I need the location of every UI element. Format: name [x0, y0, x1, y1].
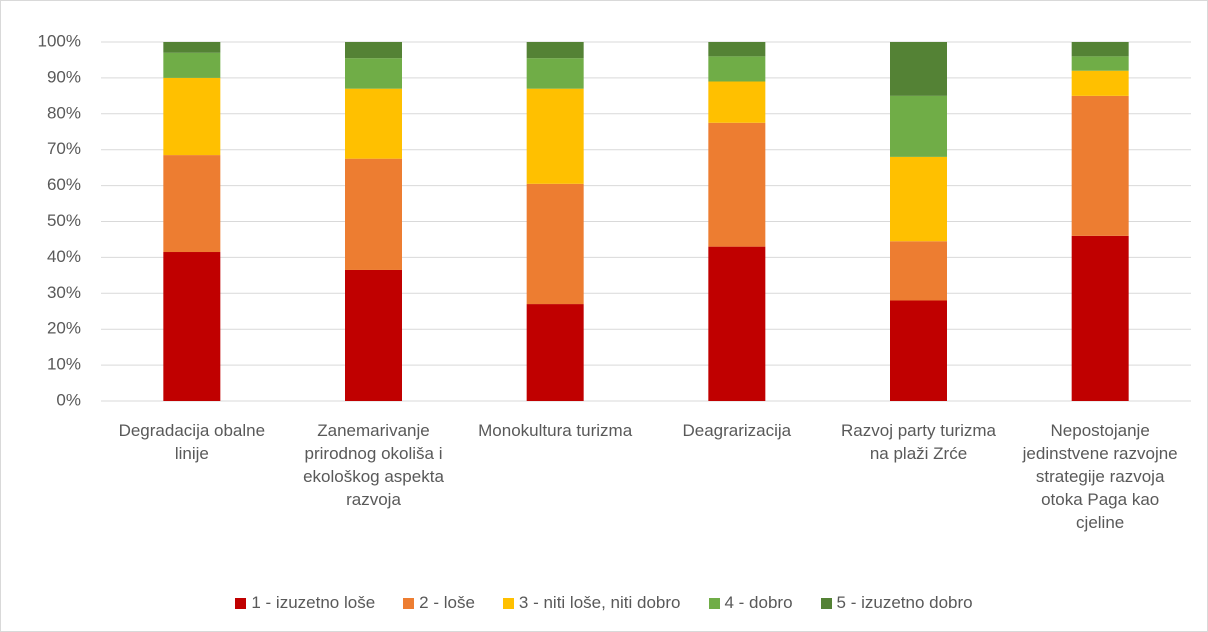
bar-segment	[1071, 56, 1129, 71]
x-tick-label: Razvoj party turizma na plaži Zrće	[841, 421, 996, 463]
legend-swatch	[708, 597, 720, 609]
y-tick-label: 100%	[38, 31, 81, 50]
bar-segment	[526, 58, 584, 89]
bar-segment	[345, 88, 402, 159]
x-tick-label: Degradacija obalne linije	[118, 421, 266, 463]
bar-segment	[890, 42, 947, 96]
legend-swatch	[235, 597, 247, 609]
bar-segment	[526, 183, 584, 305]
bar-segment	[708, 122, 766, 247]
bar-segment	[1071, 70, 1129, 96]
y-tick-label: 0%	[56, 390, 81, 409]
bar-segment	[163, 77, 221, 156]
y-tick-label: 90%	[47, 67, 81, 86]
x-tick-label: Nepostojanje jedinstvene razvojne strate…	[1022, 421, 1178, 532]
y-tick-label: 20%	[47, 319, 81, 338]
x-tick-label: Monokultura turizma	[478, 421, 633, 440]
bar-segment	[708, 246, 766, 401]
bar-segment	[345, 58, 402, 89]
legend-item: 1 - izuzetno loše	[235, 593, 375, 613]
legend-item: 4 - dobro	[708, 593, 793, 613]
legend: 1 - izuzetno loše 2 - loše 3 - niti loše, …	[1, 593, 1207, 613]
legend-swatch	[403, 597, 415, 609]
y-tick-label: 50%	[47, 211, 81, 230]
bar-segment	[526, 42, 584, 59]
y-tick-label: 70%	[47, 139, 81, 158]
bar-segment	[708, 42, 766, 57]
bar-segment	[345, 42, 402, 59]
legend-label: 3 - niti loše, niti dobro	[518, 593, 681, 612]
bar-segment	[163, 155, 221, 253]
bar-segment	[890, 241, 947, 301]
y-tick-label: 10%	[47, 355, 81, 374]
x-tick-label: Deagrarizacija	[682, 421, 792, 440]
bar-segment	[708, 56, 766, 82]
bar-segment	[708, 81, 766, 123]
bar-segment	[163, 252, 221, 401]
legend-item: 3 - niti loše, niti dobro	[502, 593, 681, 613]
legend-item: 2 - loše	[403, 593, 475, 613]
legend-label: 5 - izuzetno dobro	[836, 593, 973, 612]
bar-segment	[1071, 95, 1129, 236]
bar-segment	[163, 52, 221, 78]
bar-segment	[1071, 235, 1129, 401]
legend-item: 5 - izuzetno dobro	[820, 593, 973, 613]
bar-segment	[526, 88, 584, 184]
bar-segment	[526, 304, 584, 401]
bar-segment	[890, 156, 947, 242]
legend-label: 2 - loše	[419, 593, 475, 612]
y-tick-label: 60%	[47, 175, 81, 194]
y-tick-label: 30%	[47, 283, 81, 302]
legend-label: 4 - dobro	[724, 593, 793, 612]
y-tick-label: 40%	[47, 247, 81, 266]
legend-swatch	[820, 597, 832, 609]
bar-segment	[1071, 42, 1129, 57]
bar-segment	[890, 95, 947, 157]
bar-segment	[345, 269, 402, 401]
x-tick-label: Zanemarivanje prirodnog okoliša i ekološ…	[303, 421, 444, 509]
legend-swatch	[502, 597, 514, 609]
bar-segment	[163, 42, 221, 53]
bar-segment	[890, 300, 947, 401]
legend-label: 1 - izuzetno loše	[251, 593, 376, 612]
bar-segment	[345, 158, 402, 270]
y-tick-label: 80%	[47, 103, 81, 122]
